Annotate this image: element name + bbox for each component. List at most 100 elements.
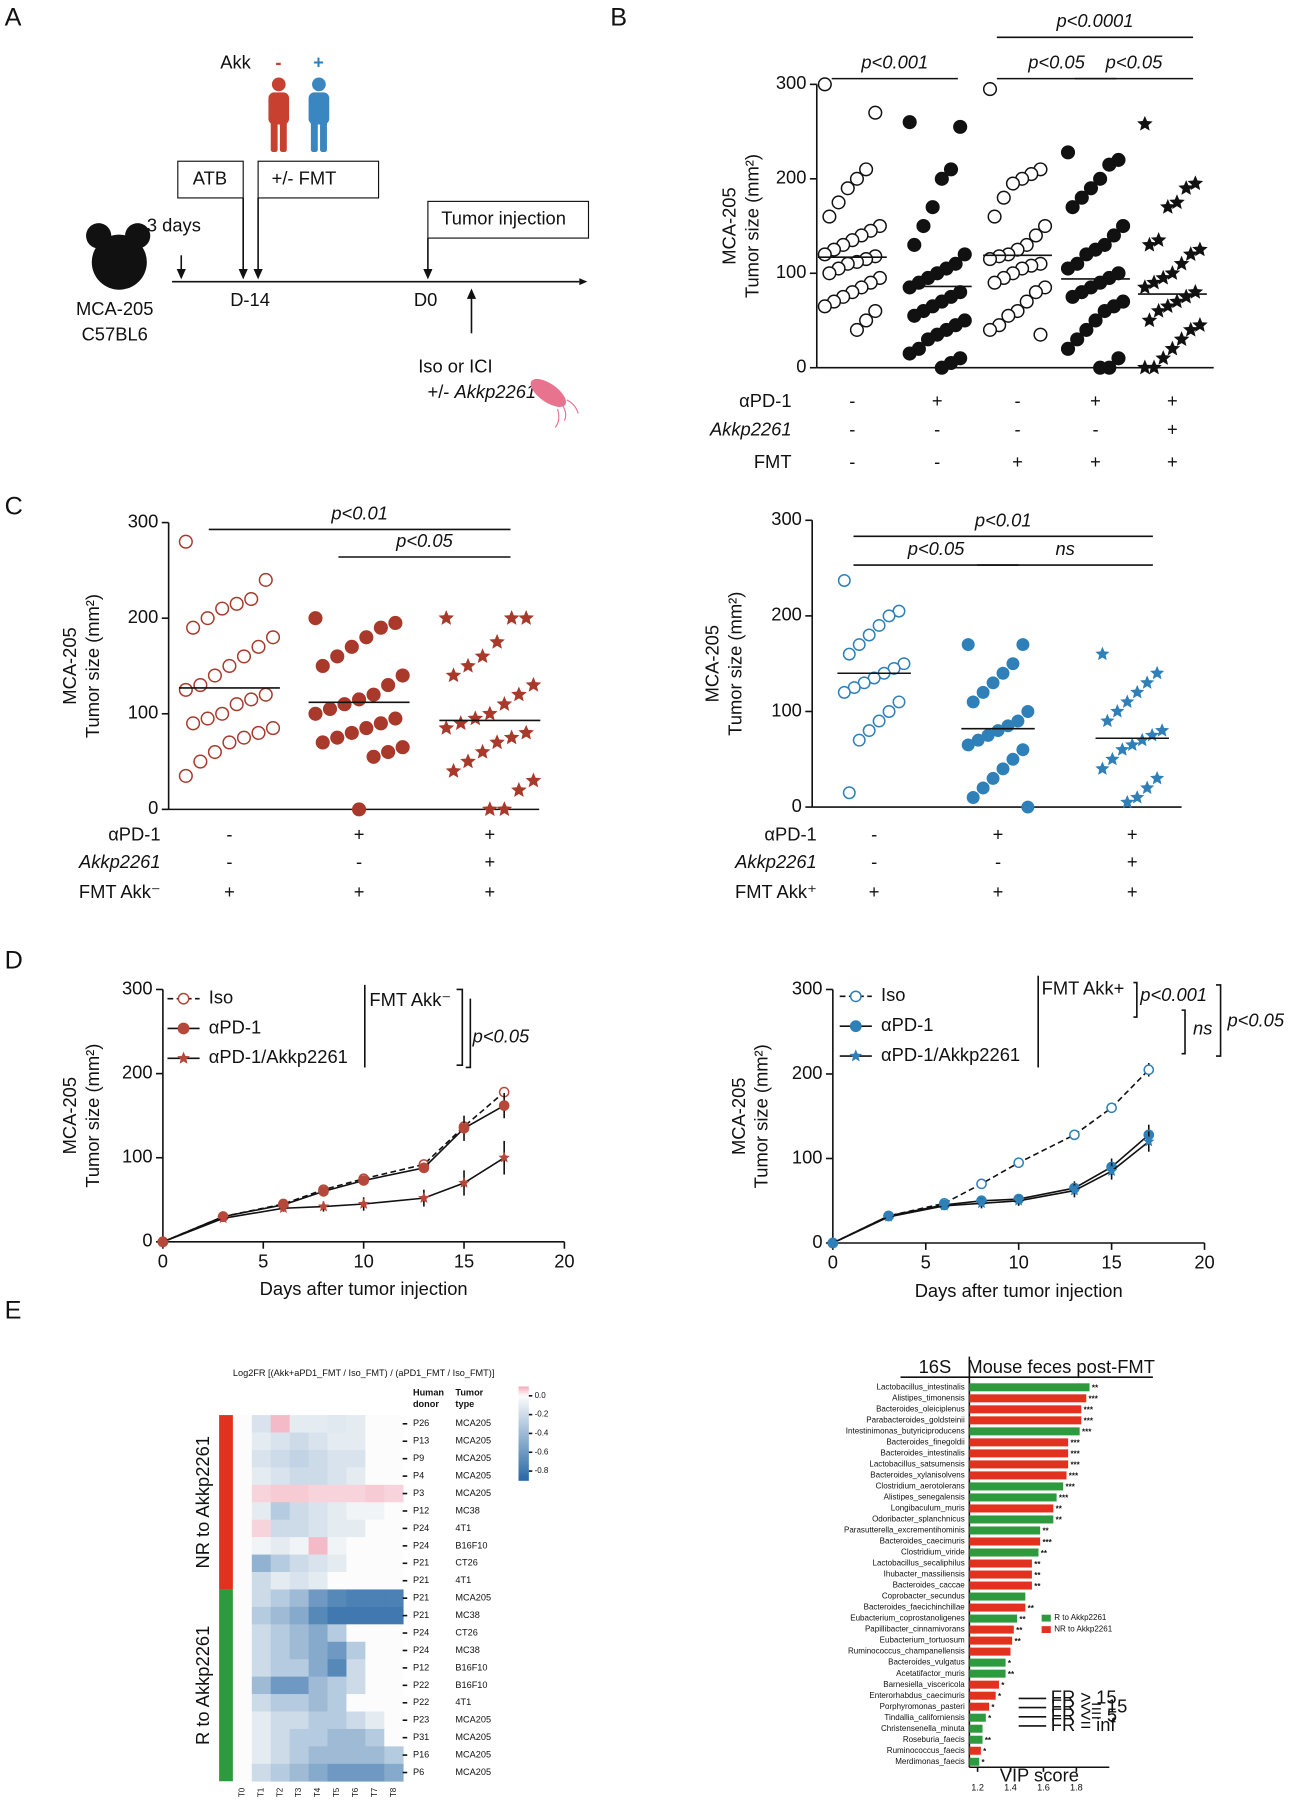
colorbar-step (518, 1398, 529, 1401)
heatmap-cell (346, 1694, 366, 1712)
significance-label: ns (1055, 538, 1074, 559)
bar (969, 1658, 1006, 1667)
taxon-label: Clostridium_aerotolerans (876, 1482, 965, 1491)
x-tick-label: 10 (353, 1250, 373, 1271)
condition-cell: - (226, 824, 232, 845)
heatmap-cell (308, 1624, 328, 1643)
heatmap-cell (365, 1676, 385, 1695)
x-tick-label: 1.2 (971, 1782, 984, 1792)
open-marker (1106, 1102, 1117, 1114)
filled-marker (976, 781, 990, 795)
heatmap-cell (270, 1711, 291, 1730)
condition-cell: + (1090, 390, 1101, 411)
heatmap-cell (251, 1537, 272, 1555)
filled-marker (920, 332, 936, 347)
heatmap-cell (384, 1519, 404, 1538)
star-marker (1120, 794, 1135, 809)
y-tick-label: 100 (122, 1146, 153, 1167)
y-tick-label: 0 (148, 797, 158, 818)
tumor-type-label: MCA205 (455, 1436, 491, 1446)
heatmap-cell (251, 1589, 272, 1608)
significance-stars: ** (1041, 1549, 1048, 1558)
y-tick-label: 100 (776, 261, 807, 282)
star-marker (445, 762, 462, 778)
akk-label: Akk (220, 52, 251, 73)
open-marker (831, 195, 846, 210)
heatmap-cell (251, 1432, 272, 1451)
star-marker (1137, 359, 1153, 375)
open-marker (842, 647, 856, 661)
condition-cell: + (993, 881, 1004, 902)
open-marker (200, 611, 215, 626)
taxon-label: Longibaculum_muris (891, 1504, 965, 1513)
taxon-label: Bacteroides_finegoldii (886, 1438, 965, 1447)
heatmap-cell (346, 1728, 366, 1747)
filled-marker (902, 115, 917, 130)
heatmap-cell (308, 1641, 328, 1660)
star-marker (317, 1200, 330, 1212)
colorbar-step (518, 1400, 529, 1404)
heatmap-cell (308, 1572, 328, 1590)
bar (969, 1636, 1013, 1645)
donor-label: P24 (413, 1523, 429, 1533)
filled-marker (849, 1020, 862, 1033)
heatmap-cell (327, 1606, 347, 1625)
column-label: T2 (275, 1787, 284, 1797)
bar (969, 1427, 1080, 1436)
y-tick-label: 300 (776, 72, 807, 93)
open-marker (178, 682, 193, 697)
y-tick-label: 0 (796, 356, 806, 377)
taxon-label: Bacteroides_intestinalis (881, 1449, 965, 1458)
y-tick-label: 200 (776, 167, 807, 188)
filled-marker (352, 802, 367, 817)
y-axis-label: MCA-205 (701, 625, 722, 702)
colorbar-step (518, 1395, 529, 1399)
series-line (162, 1091, 505, 1243)
star-marker (498, 1151, 510, 1163)
open-marker (987, 209, 1002, 224)
heatmap-cell (327, 1484, 347, 1503)
tumor-type-label: MC38 (455, 1505, 479, 1515)
taxon-label: Ruminococcus_faecis (887, 1746, 965, 1755)
heatmap-cell (384, 1624, 404, 1643)
x-tick-label: 20 (1194, 1251, 1214, 1272)
heatmap-cell (232, 1641, 253, 1660)
bar (969, 1724, 983, 1733)
filled-marker (934, 360, 949, 375)
filled-marker (957, 247, 972, 262)
taxon-label: Bacteroides_caccae (893, 1581, 966, 1590)
star-marker (1141, 312, 1158, 328)
heatmap-cell (327, 1659, 347, 1677)
open-marker (1019, 294, 1034, 309)
open-marker (236, 649, 252, 664)
star-marker (1143, 1135, 1155, 1147)
colorbar-label: -0.8 (535, 1466, 549, 1475)
star-marker (1137, 279, 1153, 295)
bar (969, 1735, 983, 1744)
heatmap-cell (308, 1589, 328, 1608)
significance-stars: *** (1082, 1428, 1092, 1437)
bar (969, 1383, 1090, 1392)
heatmap-cell (289, 1659, 309, 1677)
filled-marker (1016, 743, 1030, 757)
bar (969, 1471, 1067, 1480)
heatmap-cell (270, 1589, 291, 1608)
colorbar-step (518, 1424, 529, 1427)
heatmap-cell (270, 1519, 291, 1538)
condition-cell: - (871, 851, 877, 872)
akk-plus: + (313, 52, 324, 73)
filled-marker (366, 749, 381, 764)
star-marker (1160, 198, 1176, 214)
condition-label: FMT (754, 451, 792, 472)
star-marker (1146, 359, 1162, 375)
open-marker (186, 716, 201, 731)
filled-marker (1074, 190, 1089, 205)
colorbar-label: 0.0 (535, 1391, 547, 1400)
bar (969, 1680, 999, 1689)
column-label: T8 (389, 1787, 398, 1797)
bar (969, 1394, 1087, 1403)
human-icon (268, 77, 290, 153)
heatmap-cell (232, 1589, 253, 1608)
x-axis-label: VIP score (1000, 1764, 1079, 1785)
